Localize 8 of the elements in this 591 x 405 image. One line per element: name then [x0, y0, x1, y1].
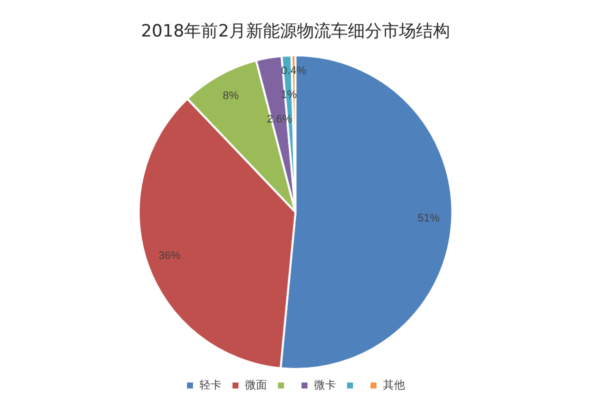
legend-label: 轻卡 — [200, 378, 222, 392]
legend-label: 微面 — [245, 378, 267, 392]
legend-label: 微卡 — [314, 378, 336, 392]
data-label: 8% — [222, 90, 239, 102]
data-label: 51% — [418, 212, 440, 225]
data-label: 36% — [158, 250, 181, 262]
legend-label: 其他 — [383, 378, 405, 392]
chart-title: 2018年前2月新能源物流车细分市场结构 — [140, 22, 450, 42]
